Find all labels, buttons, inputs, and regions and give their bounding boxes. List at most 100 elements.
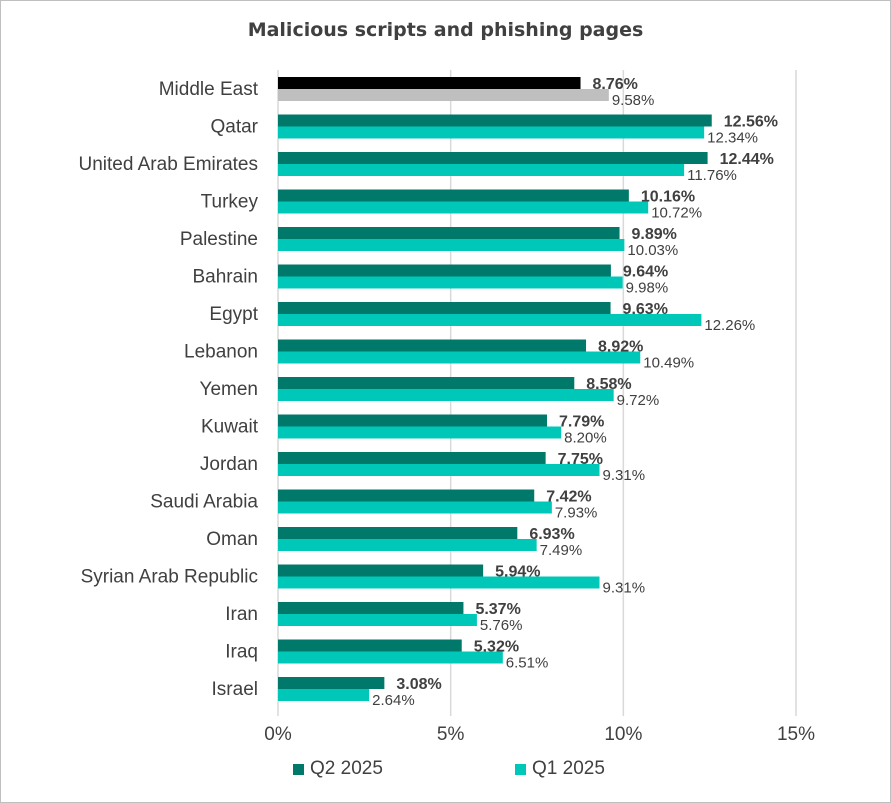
- bar-q2: [278, 564, 484, 577]
- data-label-q2: 8.58%: [586, 376, 631, 393]
- legend-item-q2: Q2 2025: [293, 758, 383, 780]
- bar-q2: [278, 114, 712, 127]
- data-label-q1: 2.64%: [372, 692, 415, 709]
- data-label-q2: 5.37%: [475, 601, 520, 618]
- data-label-q2: 8.92%: [598, 339, 643, 356]
- category-label: Middle East: [159, 79, 259, 100]
- bar-q2: [278, 77, 581, 89]
- category-label: Bahrain: [193, 267, 259, 288]
- bar-q1: [278, 89, 609, 101]
- bar-q1: [278, 464, 600, 476]
- data-label-q2: 7.75%: [558, 451, 603, 468]
- category-label: Saudi Arabia: [150, 492, 258, 513]
- data-label-q2: 9.89%: [632, 226, 677, 243]
- bar-q2: [278, 302, 611, 314]
- legend-label-q1: Q1 2025: [532, 758, 605, 779]
- bar-q1: [278, 351, 641, 364]
- data-label-q1: 7.49%: [540, 542, 583, 559]
- data-label-q2: 7.42%: [546, 489, 591, 506]
- data-label-q1: 10.72%: [651, 205, 702, 222]
- chart-title: Malicious scripts and phishing pages: [247, 19, 644, 41]
- x-tick-label: 0%: [264, 724, 292, 745]
- bar-q2: [278, 489, 535, 502]
- data-label-q1: 10.49%: [643, 355, 694, 372]
- bar-q2: [278, 677, 385, 689]
- category-label: Syrian Arab Republic: [81, 567, 258, 588]
- bar-q2: [278, 227, 620, 239]
- data-label-q2: 9.64%: [623, 264, 668, 281]
- bar-q1: [278, 501, 552, 514]
- data-label-q1: 7.93%: [555, 505, 598, 522]
- data-label-q1: 9.72%: [617, 392, 660, 409]
- legend: Q2 2025 Q1 2025: [0, 758, 889, 782]
- data-label-q1: 9.98%: [626, 280, 669, 297]
- category-label: Iraq: [225, 642, 258, 663]
- bar-q2: [278, 414, 548, 427]
- bar-q1: [278, 689, 370, 701]
- bars: [278, 77, 712, 701]
- bar-q2: [278, 264, 611, 277]
- data-label-q2: 7.79%: [559, 414, 604, 431]
- bar-q1: [278, 651, 503, 664]
- bar-q1: [278, 614, 477, 626]
- category-label: Israel: [212, 679, 258, 700]
- data-label-q2: 10.16%: [641, 189, 695, 206]
- legend-swatch-q2: [293, 763, 304, 775]
- x-tick-label: 15%: [777, 724, 815, 745]
- bar-q2: [278, 527, 518, 539]
- bar-q2: [278, 377, 575, 389]
- legend-item-q1: Q1 2025: [515, 758, 605, 780]
- data-label-q1: 11.76%: [687, 167, 737, 184]
- bar-q1: [278, 164, 685, 176]
- bar-q2: [278, 152, 708, 164]
- data-label-q1: 9.58%: [612, 92, 655, 109]
- data-label-q2: 12.44%: [720, 151, 774, 168]
- bar-q1: [278, 389, 614, 401]
- data-label-q1: 5.76%: [480, 617, 523, 634]
- data-label-q1: 6.51%: [506, 655, 549, 672]
- category-label: Qatar: [210, 117, 258, 138]
- data-label-q1: 9.31%: [603, 467, 646, 484]
- data-label-q2: 5.94%: [495, 564, 540, 581]
- bar-q1: [278, 539, 537, 551]
- bar-q2: [278, 339, 587, 352]
- bar-q1: [278, 576, 600, 589]
- data-label-q1: 12.26%: [704, 317, 755, 334]
- bar-q2: [278, 639, 462, 652]
- category-label: Turkey: [201, 192, 259, 213]
- category-label: Iran: [225, 604, 258, 625]
- data-label-q2: 5.32%: [474, 639, 519, 656]
- category-label: Kuwait: [201, 417, 259, 438]
- legend-swatch-q1: [515, 763, 526, 775]
- legend-label-q2: Q2 2025: [310, 758, 383, 779]
- category-label: Palestine: [180, 229, 258, 250]
- x-tick-label: 5%: [437, 724, 465, 745]
- data-label-q1: 8.20%: [564, 430, 607, 447]
- category-label: Yemen: [200, 379, 258, 400]
- data-labels: 8.76%9.58% 12.56%12.34% 12.44%11.76% 10.16%…: [372, 76, 778, 709]
- category-label: Egypt: [209, 304, 258, 325]
- data-label-q2: 8.76%: [593, 76, 638, 93]
- bar-q2: [278, 189, 629, 202]
- data-label-q2: 6.93%: [529, 526, 574, 543]
- x-axis: 0% 5% 10% 15%: [264, 724, 815, 745]
- data-label-q2: 3.08%: [396, 676, 441, 693]
- bar-q1: [278, 126, 705, 139]
- category-label: United Arab Emirates: [78, 154, 258, 175]
- bar-q1: [278, 239, 625, 251]
- category-labels: Middle East Qatar United Arab Emirates Turk…: [78, 79, 258, 700]
- bar-q1: [278, 314, 702, 326]
- bar-q2: [278, 602, 464, 614]
- data-label-q2: 12.56%: [724, 114, 778, 131]
- category-label: Jordan: [200, 454, 258, 475]
- bar-q1: [278, 276, 623, 289]
- data-label-q1: 9.31%: [603, 580, 646, 597]
- bar-q2: [278, 452, 546, 464]
- data-label-q1: 10.03%: [627, 242, 678, 259]
- x-tick-label: 10%: [604, 724, 642, 745]
- bar-q1: [278, 426, 562, 439]
- bar-q1: [278, 201, 649, 214]
- category-label: Oman: [206, 529, 258, 550]
- category-label: Lebanon: [184, 342, 258, 363]
